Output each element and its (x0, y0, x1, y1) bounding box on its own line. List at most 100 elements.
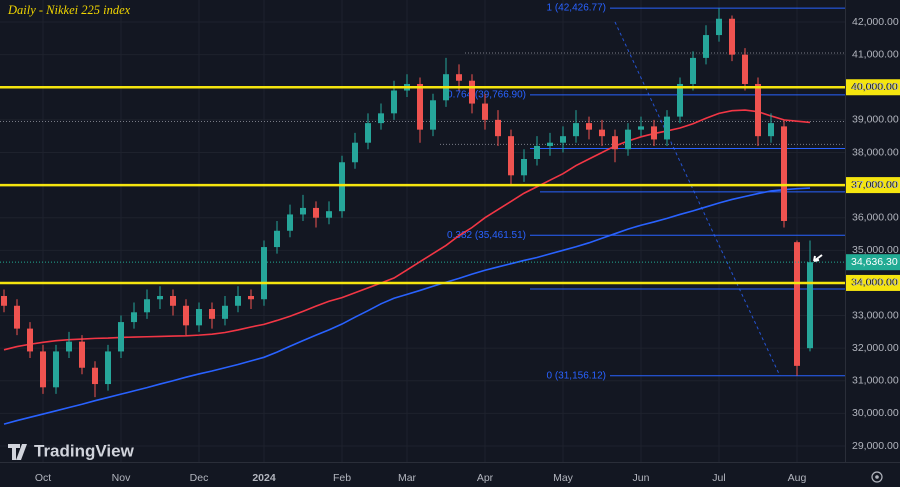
candle-body (196, 309, 202, 326)
candle-body (157, 295, 163, 300)
candle-body (14, 305, 20, 329)
y-tick-label: 32,000.00 (852, 342, 899, 354)
candle-body (378, 113, 384, 124)
candle-body (586, 123, 592, 130)
level-label-box (846, 177, 900, 194)
candle-body (235, 295, 241, 306)
x-tick-label: Apr (477, 472, 494, 484)
candle-body (482, 103, 488, 120)
candle-body (313, 207, 319, 218)
y-tick-label: 39,000.00 (852, 114, 899, 126)
reference-lines (0, 52, 845, 145)
candle-body (716, 18, 722, 36)
x-tick-label: Oct (35, 472, 51, 484)
level-label-box (846, 274, 900, 291)
candle-body (690, 57, 696, 84)
fib-label: 1 (42,426.77) (547, 3, 607, 14)
arrow-annotation (813, 254, 823, 262)
candle-body (339, 162, 345, 212)
x-tick-label: May (553, 472, 574, 484)
candle-body (131, 312, 137, 323)
y-tick-label: 37,000.00 (852, 179, 899, 191)
candle-body (612, 136, 618, 150)
x-tick-label: Aug (788, 472, 807, 484)
candle-body (274, 230, 280, 248)
candle-body (638, 126, 644, 130)
candle-body (599, 129, 605, 137)
candles (1, 8, 813, 398)
levels: 40,000.00 37,000.00 34,000.00 34,636.30 (0, 79, 900, 291)
candle-body (521, 159, 527, 176)
y-tick-label: 29,000.00 (852, 440, 899, 452)
x-tick-label: Dec (190, 472, 209, 484)
candle-body (352, 142, 358, 163)
candle-body (560, 136, 566, 143)
candle-body (781, 126, 787, 221)
y-tick-label: 31,000.00 (852, 375, 899, 387)
candle-body (27, 328, 33, 352)
candle-body (92, 367, 98, 385)
candle-body (469, 80, 475, 104)
candle-body (300, 207, 306, 215)
candle-body (105, 351, 111, 385)
price-label: 34,636.30 (851, 256, 898, 268)
candle-body (170, 295, 176, 306)
candle-body (391, 90, 397, 114)
candle-body (534, 145, 540, 160)
candle-body (118, 322, 124, 352)
candle-body (495, 119, 501, 137)
candle-body (742, 54, 748, 84)
candle-body (703, 35, 709, 58)
fib-label: 0.382 (35,461.51) (447, 230, 526, 241)
candle-body (287, 214, 293, 231)
candle-body (508, 136, 514, 176)
y-tick-label: 34,000.00 (852, 277, 899, 289)
y-tick-label: 40,000.00 (852, 81, 899, 93)
candle-body (456, 74, 462, 81)
fib-label: 0 (31,156.12) (547, 370, 607, 381)
candle-body (794, 242, 800, 366)
candle-body (40, 351, 46, 388)
candle-body (79, 341, 85, 368)
candle-body (417, 83, 423, 130)
moving-average (3, 187, 811, 425)
candle-body (209, 309, 215, 319)
candle-body (248, 295, 254, 300)
y-tick-label: 35,000.00 (852, 244, 899, 256)
y-tick-label: 38,000.00 (852, 146, 899, 158)
moving-averages (3, 109, 811, 425)
chart-title: Daily - Nikkei 225 index (7, 3, 131, 17)
fibonacci: 1 (42,426.77) 0.764 (39,766.90) 0.382 (35,… (447, 3, 845, 381)
fib-label: 0.764 (39,766.90) (447, 89, 526, 100)
x-tick-label: Jun (633, 472, 650, 484)
y-tick-label: 36,000.00 (852, 211, 899, 223)
y-tick-label: 30,000.00 (852, 407, 899, 419)
candle-body (430, 100, 436, 130)
y-tick-label: 42,000.00 (852, 16, 899, 28)
candle-body (664, 116, 670, 140)
level-label: 37,000.00 (851, 179, 898, 191)
candle-body (677, 83, 683, 117)
candle-body (222, 305, 228, 319)
y-tick-label: 33,000.00 (852, 309, 899, 321)
watermark: TradingView (34, 441, 135, 460)
settings-icon[interactable] (871, 471, 883, 483)
price-label-box (846, 254, 900, 271)
candle-body (144, 299, 150, 313)
x-tick-label: Jul (712, 472, 725, 484)
candle-body (1, 295, 7, 306)
candle-body (53, 351, 59, 388)
trend-line (614, 21, 781, 377)
x-tick-label: Mar (398, 472, 417, 484)
candle-body (547, 142, 553, 146)
candle-body (365, 123, 371, 143)
candle-body (625, 129, 631, 150)
logo-icon (8, 444, 27, 460)
level-label-box (846, 79, 900, 96)
candle-body (573, 123, 579, 137)
y-tick-label: 41,000.00 (852, 48, 899, 60)
